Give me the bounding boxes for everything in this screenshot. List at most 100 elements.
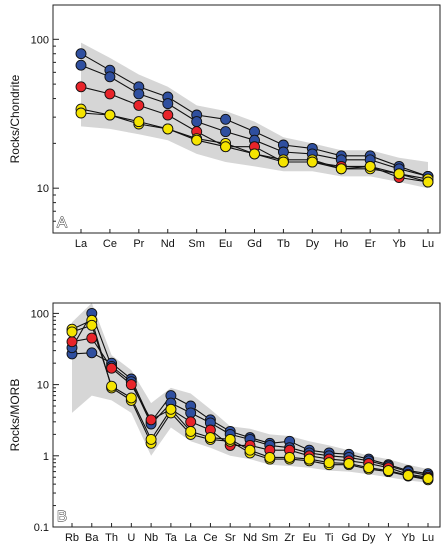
data-point-blue [86, 347, 98, 359]
data-point-red [75, 81, 87, 93]
x-tick-label: Rb [65, 532, 79, 544]
data-point-yellow [133, 116, 145, 128]
data-point-yellow [104, 109, 116, 121]
data-point-red [104, 88, 116, 100]
data-point-yellow [393, 168, 405, 180]
panel-a-chondrite-plot: 10 100 La Ce Pr Nd Sm Eu Gd Tb Dy Ho Er Yb Lu Rocks/Cho… [8, 4, 441, 250]
x-tick-label: Gd [342, 532, 357, 544]
data-point-red [66, 336, 78, 348]
data-point-blue [162, 98, 174, 110]
y-tick-label: 1 [43, 451, 49, 463]
y-axis-title: Rocks/Chondrite [8, 74, 22, 163]
x-tick-label: Eu [303, 532, 316, 544]
plot-frame [52, 4, 441, 234]
panel-b-morb-plot: 0.1 1 10 100 Rb Ba Th U Nb Ta La Ce Sr Nd Sm Zr Eu Ti Gd Dy… [8, 302, 441, 544]
x-tick-label: Y [385, 532, 393, 544]
data-point-blue [75, 48, 87, 60]
data-point-blue [104, 71, 116, 83]
data-point-yellow [106, 380, 118, 392]
x-tick-label: Ce [103, 238, 117, 250]
data-point-blue [220, 126, 232, 138]
x-tick-label: Yb [401, 532, 414, 544]
y-tick-label: 10 [37, 380, 49, 392]
x-tick-label: Ta [165, 532, 178, 544]
data-point-yellow [382, 465, 394, 477]
data-point-yellow [162, 123, 174, 135]
data-point-yellow [125, 392, 137, 404]
data-point-yellow [86, 319, 98, 331]
data-point-yellow [335, 163, 347, 175]
data-point-yellow [303, 453, 315, 465]
data-point-yellow [323, 457, 335, 469]
x-tick-label: Zr [284, 532, 295, 544]
panel-letter: A [57, 214, 67, 231]
data-point-blue [220, 113, 232, 125]
data-point-yellow [422, 176, 434, 188]
data-point-blue [75, 59, 87, 71]
x-tick-label: Ce [203, 532, 217, 544]
data-point-yellow [306, 156, 318, 168]
data-envelope [81, 42, 428, 189]
x-tick-label: Nd [243, 532, 257, 544]
x-tick-label: Eu [219, 238, 232, 250]
data-point-red [86, 332, 98, 344]
x-tick-label: Ti [325, 532, 334, 544]
data-point-yellow [363, 462, 375, 474]
data-point-yellow [284, 451, 296, 463]
x-tick-label: Tb [277, 238, 290, 250]
y-tick-label: 100 [31, 308, 49, 320]
data-point-yellow [422, 473, 434, 484]
x-tick-label: Yb [392, 238, 405, 250]
x-tick-label: Dy [306, 238, 320, 250]
x-tick-label: Nd [161, 238, 175, 250]
x-tick-label: La [185, 532, 198, 544]
data-point-yellow [224, 433, 236, 445]
data-point-red [106, 362, 118, 374]
data-point-yellow [66, 326, 78, 338]
data-point-yellow [145, 433, 157, 445]
x-tick-label: La [75, 238, 88, 250]
x-tick-label: Lu [422, 532, 434, 544]
y-tick-label: 100 [31, 34, 49, 46]
data-point-blue [191, 116, 203, 128]
plot-frame [52, 302, 441, 528]
x-tick-label: Th [105, 532, 118, 544]
data-point-yellow [244, 444, 256, 456]
x-tick-label: Ba [85, 532, 99, 544]
data-point-red [133, 99, 145, 111]
y-axis-title: Rocks/MORB [8, 379, 22, 452]
data-point-yellow [264, 451, 276, 463]
data-point-yellow [204, 432, 216, 444]
data-point-yellow [249, 148, 260, 160]
data-point-red [185, 416, 197, 428]
data-point-red [162, 109, 174, 121]
y-tick-label: 10 [37, 183, 49, 195]
panel-letter: B [57, 508, 67, 525]
data-point-red [145, 414, 157, 426]
data-point-yellow [220, 141, 232, 153]
x-tick-label: Lu [422, 238, 434, 250]
data-point-yellow [165, 403, 177, 415]
x-tick-label: Sm [188, 238, 205, 250]
data-point-yellow [277, 156, 289, 168]
x-tick-label: Er [365, 238, 376, 250]
data-point-yellow [402, 469, 414, 481]
x-tick-label: Nb [144, 532, 158, 544]
x-tick-label: U [127, 532, 135, 544]
x-tick-label: Dy [362, 532, 376, 544]
x-tick-label: Gd [247, 238, 262, 250]
data-point-blue [133, 88, 145, 100]
data-envelope [72, 303, 428, 483]
data-point-yellow [364, 160, 376, 172]
y-tick-label: 0.1 [34, 522, 49, 534]
x-tick-label: Pr [133, 238, 144, 250]
data-point-yellow [75, 107, 87, 119]
x-tick-label: Sr [225, 532, 236, 544]
data-point-red [125, 379, 137, 391]
x-tick-label: Ho [334, 238, 348, 250]
data-point-yellow [185, 425, 197, 437]
data-point-yellow [343, 458, 355, 469]
data-point-yellow [191, 134, 203, 146]
x-tick-label: Sm [262, 532, 279, 544]
